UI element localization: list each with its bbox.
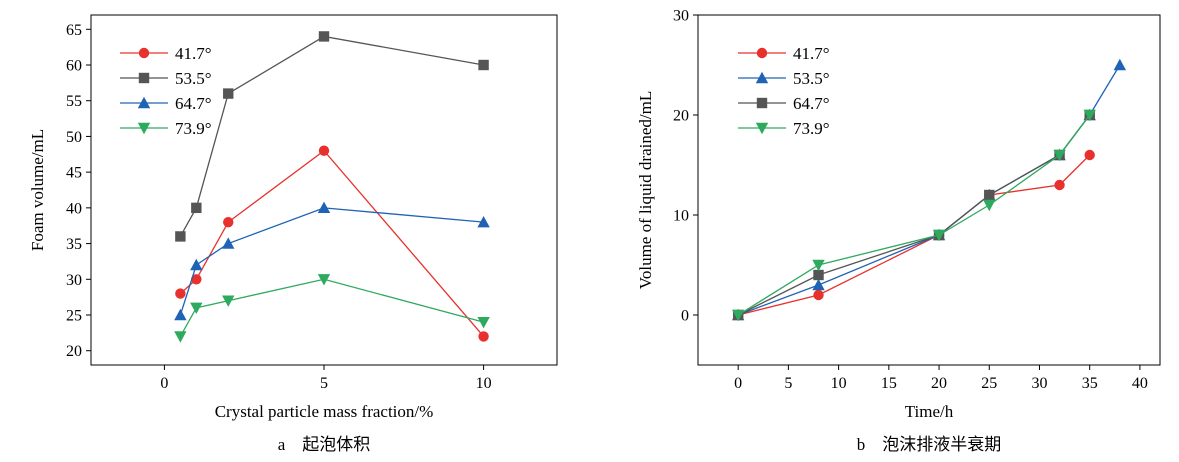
x-tick-label: 10 bbox=[476, 375, 492, 392]
x-tick-label: 25 bbox=[981, 375, 997, 392]
y-tick-label: 65 bbox=[66, 22, 82, 39]
data-point bbox=[318, 31, 330, 42]
data-point bbox=[477, 316, 490, 329]
data-point bbox=[1113, 58, 1127, 71]
series-line bbox=[738, 154, 1091, 316]
legend-entry: 73.9° bbox=[175, 119, 212, 138]
data-point bbox=[191, 274, 202, 285]
y-tick-label: 0 bbox=[681, 308, 689, 325]
legend-marker bbox=[756, 97, 768, 109]
x-tick-label: 5 bbox=[784, 375, 792, 392]
data-point bbox=[812, 278, 825, 291]
x-tick-label: 10 bbox=[831, 375, 847, 392]
legend-entry: 41.7° bbox=[175, 44, 212, 63]
x-tick-label: 40 bbox=[1132, 375, 1148, 392]
y-tick-label: 25 bbox=[66, 308, 82, 325]
y-tick-label: 60 bbox=[66, 58, 82, 75]
data-point bbox=[983, 199, 996, 212]
legend-entry: 64.7° bbox=[793, 94, 830, 113]
data-point bbox=[731, 309, 745, 322]
data-point bbox=[813, 269, 824, 281]
y-axis-label-a: Foam volume/mL bbox=[28, 129, 47, 251]
caption-b: b 泡沫排液半衰期 bbox=[857, 435, 1002, 454]
data-point bbox=[223, 216, 234, 228]
y-tick-label: 45 bbox=[66, 165, 82, 182]
legend-entry: 73.9° bbox=[793, 119, 830, 138]
data-point bbox=[812, 259, 825, 272]
x-tick-label: 0 bbox=[734, 375, 742, 392]
data-point bbox=[478, 331, 489, 342]
data-point bbox=[174, 331, 187, 343]
x-tick-label: 15 bbox=[881, 375, 897, 392]
series-line bbox=[179, 35, 484, 237]
legend-marker bbox=[138, 72, 150, 84]
series-line bbox=[737, 114, 1091, 316]
data-point bbox=[175, 231, 186, 242]
data-point bbox=[984, 189, 995, 201]
data-point bbox=[478, 59, 489, 71]
data-point bbox=[190, 258, 203, 271]
data-point bbox=[190, 302, 203, 315]
legend-marker bbox=[137, 96, 151, 109]
y-tick-label: 50 bbox=[66, 129, 82, 146]
data-point bbox=[223, 88, 234, 99]
x-tick-label: 5 bbox=[320, 375, 328, 392]
y-tick-label: 30 bbox=[673, 8, 689, 25]
data-point bbox=[191, 202, 202, 214]
chart-panel-a: 0 5 10 20 25 30 35 40 45 50 55 60 65 41.7° 53.5° 64.7° 7… bbox=[28, 14, 558, 454]
series-line bbox=[737, 114, 1091, 316]
legend-marker bbox=[756, 47, 768, 59]
x-tick-label: 0 bbox=[160, 375, 168, 392]
legend-marker bbox=[137, 122, 151, 135]
series-line bbox=[179, 278, 484, 337]
data-point bbox=[222, 295, 235, 307]
x-tick-label: 20 bbox=[931, 375, 947, 392]
legend-marker bbox=[138, 47, 150, 59]
y-tick-label: 10 bbox=[673, 208, 689, 225]
data-point bbox=[932, 229, 946, 242]
caption-a: a 起泡体积 bbox=[278, 435, 371, 454]
data-point bbox=[318, 145, 330, 156]
y-tick-label: 35 bbox=[66, 236, 82, 253]
chart-panel-b: 0 5 10 15 20 25 30 35 40 0 10 20 30 41.7° 53.5° 64.7° 73… bbox=[636, 8, 1161, 454]
plot-frame-b bbox=[697, 14, 1161, 366]
data-point bbox=[477, 215, 490, 228]
legend-marker bbox=[755, 122, 769, 135]
legend-marker bbox=[755, 71, 769, 84]
data-point bbox=[222, 237, 235, 249]
x-tick-label: 30 bbox=[1031, 375, 1047, 392]
legend-entry: 41.7° bbox=[793, 44, 830, 63]
y-tick-label: 20 bbox=[673, 108, 689, 125]
data-point bbox=[1053, 149, 1066, 162]
x-axis-label-b: Time/h bbox=[905, 402, 954, 421]
data-point bbox=[317, 201, 331, 214]
data-point bbox=[1054, 179, 1065, 191]
data-point bbox=[175, 288, 186, 299]
data-point bbox=[174, 308, 187, 321]
x-axis-label-a: Crystal particle mass fraction/% bbox=[215, 402, 434, 421]
data-point bbox=[1084, 149, 1095, 161]
y-tick-label: 30 bbox=[66, 272, 82, 289]
y-tick-label: 20 bbox=[66, 343, 82, 360]
y-axis-label-b: Volume of liquid drained/mL bbox=[636, 91, 655, 289]
y-tick-label: 40 bbox=[66, 200, 82, 217]
data-point bbox=[1083, 109, 1096, 122]
y-tick-label: 55 bbox=[66, 93, 82, 110]
data-point bbox=[317, 274, 331, 286]
x-tick-label: 35 bbox=[1082, 375, 1098, 392]
data-point bbox=[813, 289, 824, 301]
chart-b-marks: 0 5 10 15 20 25 30 35 40 0 10 20 30 41.7° 53.5° 64.7° 73… bbox=[673, 8, 1148, 393]
legend-entry: 53.5° bbox=[793, 69, 830, 88]
chart-a-marks: 0 5 10 20 25 30 35 40 45 50 55 60 65 41.7° 53.5° 64.7° 7… bbox=[66, 22, 492, 392]
legend-entry: 53.5° bbox=[175, 69, 212, 88]
legend-entry: 64.7° bbox=[175, 94, 212, 113]
